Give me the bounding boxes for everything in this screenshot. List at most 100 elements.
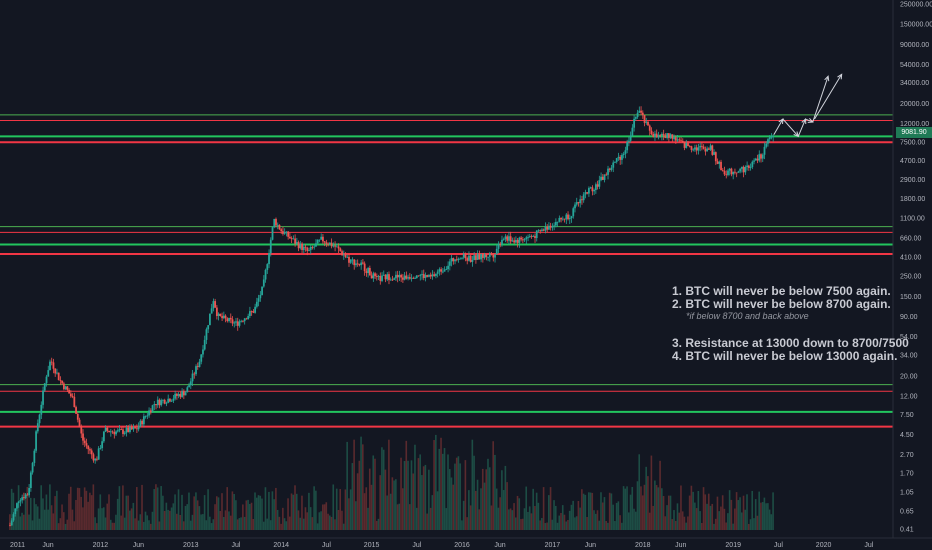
y-tick-13: 410.00	[900, 254, 922, 261]
volume-bar-424	[746, 494, 748, 530]
candle-body-297	[525, 237, 528, 240]
candle-body-229	[407, 277, 410, 279]
candle-body-112	[203, 339, 206, 350]
volume-bar-80	[148, 520, 150, 530]
volume-bar-95	[174, 494, 176, 530]
candle-body-165	[295, 242, 298, 244]
volume-bar-280	[495, 488, 498, 530]
volume-bar-384	[676, 503, 679, 530]
x-tick-2: 2012	[93, 542, 109, 549]
candle-body-363	[640, 110, 642, 113]
volume-bar-150	[269, 520, 272, 530]
candle-body-129	[233, 322, 236, 324]
volume-bar-146	[262, 521, 265, 530]
candle-body-124	[224, 315, 227, 319]
candle-body-150	[269, 239, 272, 254]
volume-bar-242	[429, 507, 432, 530]
candle-body-75	[139, 420, 142, 427]
volume-bar-198	[353, 439, 355, 530]
candle-body-15	[35, 431, 37, 451]
candle-body-76	[141, 420, 144, 425]
candle-body-1	[10, 520, 13, 526]
candle-body-182	[325, 242, 328, 244]
candle-body-361	[636, 112, 639, 118]
candle-body-414	[728, 168, 731, 171]
candle-body-263	[466, 258, 469, 261]
volume-bar-240	[426, 513, 428, 530]
candle-body-394	[694, 147, 696, 150]
volume-bar-172	[308, 492, 310, 530]
volume-bar-249	[441, 453, 444, 530]
volume-bar-395	[695, 508, 698, 530]
candle-body-191	[341, 251, 343, 256]
candle-body-423	[744, 166, 747, 173]
volume-bar-112	[203, 495, 206, 530]
annotation-1: 1. BTC will never be below 7500 again.	[672, 284, 891, 298]
candle-body-232	[412, 277, 415, 279]
candle-body-344	[607, 168, 609, 175]
y-tick-12: 660.00	[900, 235, 922, 242]
candle-body-85	[156, 399, 159, 406]
x-tick-10: 2016	[454, 542, 470, 549]
volume-bar-161	[288, 516, 291, 530]
candle-body-283	[501, 239, 503, 245]
volume-bar-170	[304, 507, 307, 530]
candle-body-78	[144, 416, 147, 418]
candle-body-192	[342, 254, 345, 256]
volume-bar-222	[395, 479, 397, 530]
candle-body-30	[61, 380, 64, 384]
candle-body-390	[687, 143, 689, 147]
candle-body-284	[502, 239, 505, 240]
volume-bar-191	[341, 510, 343, 530]
volume-bar-148	[266, 518, 268, 530]
candle-body-119	[215, 307, 218, 316]
volume-bar-314	[554, 505, 557, 530]
volume-bar-218	[388, 439, 390, 530]
candle-body-21	[45, 376, 48, 384]
volume-bar-68	[127, 495, 129, 530]
candle-body-179	[320, 236, 323, 240]
candle-body-332	[586, 192, 589, 194]
candle-body-58	[109, 431, 112, 433]
arrow-line-3	[805, 118, 813, 123]
x-tick-4: 2013	[183, 542, 199, 549]
candle-body-116	[210, 308, 213, 314]
candle-body-276	[488, 253, 491, 257]
x-tick-14: 2018	[635, 542, 651, 549]
current-price-badge: 9081.90	[896, 127, 932, 138]
candle-body-108	[196, 366, 199, 368]
volume-bar-260	[461, 520, 463, 530]
x-tick-17: Jul	[774, 542, 783, 549]
volume-bar-88	[162, 495, 164, 530]
volume-bar-78	[144, 511, 147, 530]
volume-bar-159	[285, 521, 288, 530]
candle-body-186	[332, 245, 335, 247]
volume-bar-128	[231, 491, 234, 530]
volume-bar-74	[137, 520, 140, 530]
volume-bar-65	[122, 485, 124, 530]
candle-body-3	[14, 508, 17, 515]
volume-bar-108	[196, 500, 199, 530]
volume-bar-373	[657, 487, 660, 530]
candle-body-39	[76, 413, 79, 420]
volume-bar-175	[313, 486, 315, 530]
candle-body-198	[353, 259, 356, 266]
volume-bar-300	[530, 513, 533, 530]
volume-bar-143	[257, 495, 260, 530]
volume-bar-321	[567, 520, 569, 530]
volume-bar-239	[424, 464, 427, 530]
candle-body-38	[75, 407, 77, 414]
volume-bar-432	[760, 502, 762, 530]
candle-body-428	[753, 160, 755, 162]
x-axis: 2011 Jun 2012 Jun 2013 Jul 2014 Jul 2015 Jul 2016 J…	[10, 542, 874, 549]
candle-body-50	[96, 458, 98, 460]
candle-body-305	[539, 230, 542, 232]
candle-body-321	[567, 214, 569, 220]
candle-body-398	[701, 145, 703, 147]
volume-bar-141	[254, 492, 256, 530]
volume-bar-331	[584, 494, 587, 530]
volume-bar-313	[553, 500, 555, 530]
volume-bar-60	[113, 522, 116, 530]
volume-bar-318	[561, 505, 564, 530]
